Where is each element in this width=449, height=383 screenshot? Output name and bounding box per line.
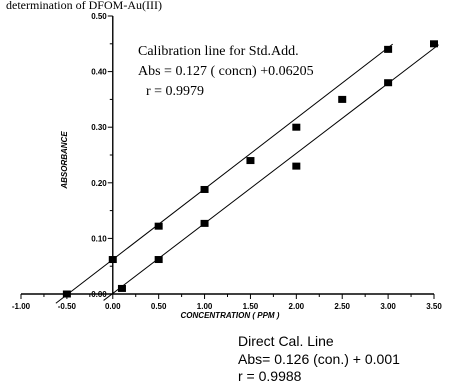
y-tick-label: 0.10 (91, 234, 107, 243)
data-point (200, 219, 209, 227)
data-point (154, 256, 163, 264)
x-tick-label: 2.50 (334, 302, 350, 311)
x-tick-label: 0.50 (151, 302, 167, 311)
x-tick-label: -1.00 (12, 302, 31, 311)
data-point (338, 95, 347, 103)
data-point (292, 162, 301, 170)
data-point (246, 157, 255, 165)
x-tick-label: -0.50 (58, 302, 77, 311)
x-tick-label: 1.00 (197, 302, 213, 311)
data-point (154, 222, 163, 230)
y-tick-label: 0.40 (91, 68, 107, 77)
std-add-annotation-equation: Abs = 0.127 ( concn) +0.06205 (138, 64, 314, 79)
std-add-annotation: Calibration line for Std.Add. Abs = 0.12… (138, 44, 314, 99)
x-tick-label: 3.50 (426, 302, 442, 311)
x-tick-label: 0.00 (105, 302, 121, 311)
data-point (200, 185, 209, 193)
std-add-annotation-r: r = 0.9979 (146, 84, 204, 99)
std-add-annotation-title: Calibration line for Std.Add. (138, 44, 299, 59)
direct-annotation: Direct Cal. Line Abs= 0.126 (con.) + 0.0… (238, 333, 400, 383)
data-point (384, 45, 393, 53)
x-tick-label: 3.00 (380, 302, 396, 311)
fit-line (55, 43, 394, 304)
x-axis-ticks: -1.00 -0.50 0.00 0.50 1.00 1.50 2.00 2.50 3.00 3.… (12, 294, 442, 311)
data-point (62, 290, 71, 298)
data-point (108, 256, 117, 264)
y-tick-label: 0.00 (91, 290, 107, 299)
y-axis-title: ABSORBANCE (60, 131, 69, 190)
data-point (384, 79, 393, 87)
data-point (292, 123, 301, 131)
direct-annotation-r: r = 0.9988 (238, 368, 302, 383)
direct-annotation-equation: Abs= 0.126 (con.) + 0.001 (238, 351, 400, 367)
data-point (117, 284, 126, 292)
x-tick-label: 2.00 (289, 302, 305, 311)
y-axis-ticks: 0.00 0.10 0.20 0.30 0.40 0.50 (91, 12, 113, 299)
y-tick-label: 0.30 (91, 123, 107, 132)
direct-annotation-title: Direct Cal. Line (238, 333, 334, 349)
chart-title: determination of DFOM-Au(III) (6, 0, 162, 12)
y-tick-label: 0.20 (91, 179, 107, 188)
x-tick-label: 1.50 (243, 302, 259, 311)
data-markers (62, 40, 438, 298)
data-point (430, 40, 438, 48)
x-axis-title: CONCENTRATION ( PPM ) (181, 311, 280, 320)
y-tick-label: 0.50 (91, 12, 107, 21)
